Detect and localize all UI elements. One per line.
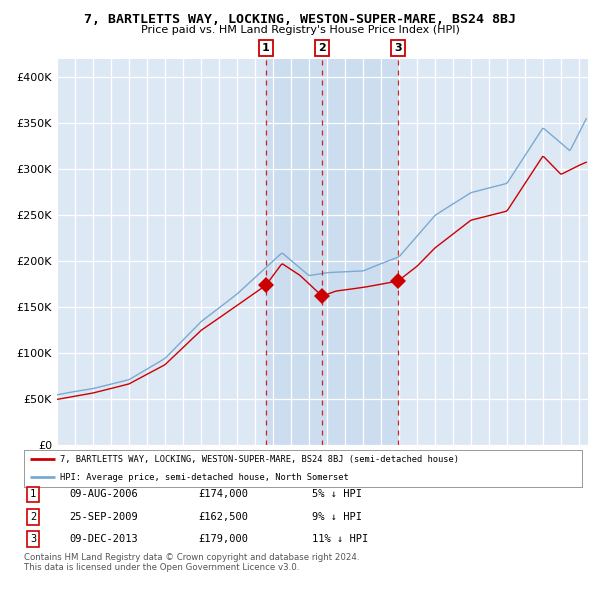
Text: Price paid vs. HM Land Registry's House Price Index (HPI): Price paid vs. HM Land Registry's House … [140,25,460,35]
Text: Contains HM Land Registry data © Crown copyright and database right 2024.: Contains HM Land Registry data © Crown c… [24,553,359,562]
Text: £174,000: £174,000 [198,490,248,499]
Text: 7, BARTLETTS WAY, LOCKING, WESTON-SUPER-MARE, BS24 8BJ (semi-detached house): 7, BARTLETTS WAY, LOCKING, WESTON-SUPER-… [60,455,459,464]
Text: 9% ↓ HPI: 9% ↓ HPI [312,512,362,522]
Bar [266,59,398,445]
Text: 11% ↓ HPI: 11% ↓ HPI [312,535,368,544]
Text: 7, BARTLETTS WAY, LOCKING, WESTON-SUPER-MARE, BS24 8BJ: 7, BARTLETTS WAY, LOCKING, WESTON-SUPER-… [84,13,516,26]
Text: This data is licensed under the Open Government Licence v3.0.: This data is licensed under the Open Gov… [24,563,299,572]
Text: 1: 1 [30,490,36,499]
Text: 2: 2 [30,512,36,522]
Text: 25-SEP-2009: 25-SEP-2009 [69,512,138,522]
Text: 09-AUG-2006: 09-AUG-2006 [69,490,138,499]
Text: 3: 3 [30,535,36,544]
Text: £179,000: £179,000 [198,535,248,544]
Text: 5% ↓ HPI: 5% ↓ HPI [312,490,362,499]
Text: 3: 3 [394,43,402,53]
Text: 09-DEC-2013: 09-DEC-2013 [69,535,138,544]
Text: HPI: Average price, semi-detached house, North Somerset: HPI: Average price, semi-detached house,… [60,473,349,483]
Text: 2: 2 [318,43,326,53]
Text: £162,500: £162,500 [198,512,248,522]
Text: 1: 1 [262,43,269,53]
